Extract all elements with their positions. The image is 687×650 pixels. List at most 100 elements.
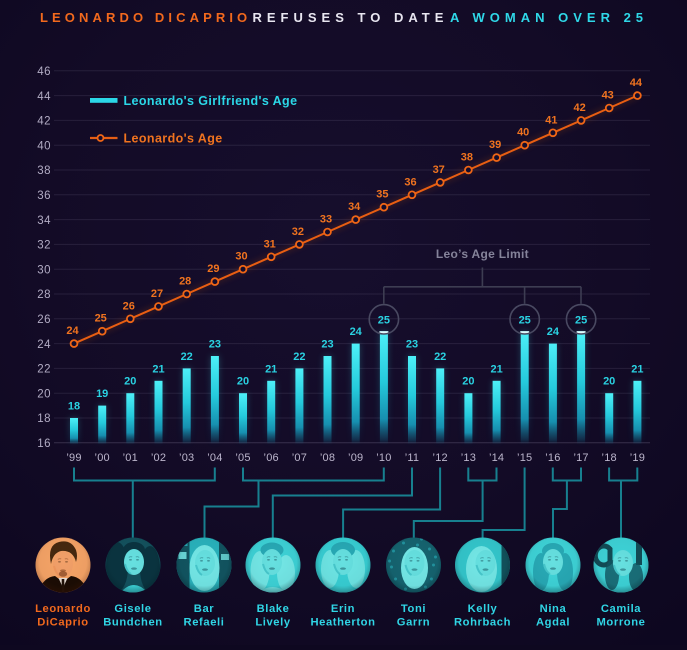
svg-text:18: 18 xyxy=(68,401,80,413)
svg-text:’03: ’03 xyxy=(179,452,194,464)
svg-text:42: 42 xyxy=(37,116,51,128)
svg-text:Kelly: Kelly xyxy=(468,603,498,615)
svg-text:16: 16 xyxy=(37,438,51,450)
svg-text:40: 40 xyxy=(517,127,529,139)
svg-text:38: 38 xyxy=(461,152,473,164)
svg-text:’09: ’09 xyxy=(348,452,363,464)
svg-text:38: 38 xyxy=(37,165,51,177)
svg-text:19: 19 xyxy=(96,388,108,400)
svg-text:Camila: Camila xyxy=(601,603,641,615)
svg-text:28: 28 xyxy=(37,289,51,301)
svg-text:Agdal: Agdal xyxy=(536,617,570,629)
svg-text:25: 25 xyxy=(575,314,587,326)
svg-text:Refaeli: Refaeli xyxy=(184,617,225,629)
svg-text:28: 28 xyxy=(179,276,191,288)
svg-text:32: 32 xyxy=(37,240,51,252)
svg-text:36: 36 xyxy=(404,176,416,188)
svg-text:Lively: Lively xyxy=(255,617,290,629)
svg-text:30: 30 xyxy=(37,264,51,276)
svg-text:35: 35 xyxy=(376,189,388,201)
svg-text:44: 44 xyxy=(37,91,51,103)
svg-text:’99: ’99 xyxy=(66,452,81,464)
svg-text:26: 26 xyxy=(123,300,135,312)
svg-text:23: 23 xyxy=(406,339,418,351)
svg-text:32: 32 xyxy=(292,226,304,238)
svg-text:’10: ’10 xyxy=(376,452,391,464)
svg-text:A WOMAN OVER 25: A WOMAN OVER 25 xyxy=(450,10,648,25)
svg-text:Toni: Toni xyxy=(401,603,426,615)
svg-text:24: 24 xyxy=(350,326,363,338)
svg-text:20: 20 xyxy=(124,376,136,388)
svg-text:42: 42 xyxy=(573,102,585,114)
svg-text:20: 20 xyxy=(37,388,51,400)
svg-text:Nina: Nina xyxy=(540,603,567,615)
svg-text:’14: ’14 xyxy=(489,452,504,464)
svg-text:39: 39 xyxy=(489,139,501,151)
svg-text:’13: ’13 xyxy=(461,452,476,464)
svg-text:25: 25 xyxy=(519,314,531,326)
svg-text:Gisele: Gisele xyxy=(114,603,151,615)
svg-text:Heatherton: Heatherton xyxy=(310,617,375,629)
svg-text:44: 44 xyxy=(630,77,643,89)
svg-text:25: 25 xyxy=(95,313,107,325)
svg-text:’19: ’19 xyxy=(630,452,645,464)
svg-text:20: 20 xyxy=(603,376,615,388)
svg-text:’01: ’01 xyxy=(123,452,138,464)
svg-text:’17: ’17 xyxy=(573,452,588,464)
svg-text:’16: ’16 xyxy=(545,452,560,464)
svg-text:DiCaprio: DiCaprio xyxy=(37,617,88,629)
svg-text:21: 21 xyxy=(152,363,164,375)
svg-text:’07: ’07 xyxy=(292,452,307,464)
svg-text:37: 37 xyxy=(433,164,445,176)
svg-text:’12: ’12 xyxy=(433,452,448,464)
svg-text:’00: ’00 xyxy=(95,452,110,464)
svg-text:’02: ’02 xyxy=(151,452,166,464)
svg-text:Leonardo's Age: Leonardo's Age xyxy=(124,132,223,146)
svg-text:Morrone: Morrone xyxy=(597,617,646,629)
svg-text:’15: ’15 xyxy=(517,452,532,464)
svg-text:Leonardo's Girlfriend's Age: Leonardo's Girlfriend's Age xyxy=(124,94,298,108)
svg-text:36: 36 xyxy=(37,190,51,202)
svg-text:20: 20 xyxy=(462,376,474,388)
svg-text:20: 20 xyxy=(237,376,249,388)
svg-text:33: 33 xyxy=(320,214,332,226)
svg-text:Rohrbach: Rohrbach xyxy=(454,617,511,629)
svg-text:Leo’s Age Limit: Leo’s Age Limit xyxy=(436,247,529,261)
svg-text:29: 29 xyxy=(207,263,219,275)
svg-text:21: 21 xyxy=(265,363,277,375)
svg-text:LEONARDO DICAPRIO: LEONARDO DICAPRIO xyxy=(40,10,251,25)
svg-text:40: 40 xyxy=(37,140,51,152)
svg-text:24: 24 xyxy=(66,325,79,337)
svg-text:’18: ’18 xyxy=(602,452,617,464)
svg-text:’04: ’04 xyxy=(207,452,222,464)
svg-text:Garrn: Garrn xyxy=(397,617,430,629)
svg-text:26: 26 xyxy=(37,314,51,326)
svg-text:’06: ’06 xyxy=(264,452,279,464)
svg-text:46: 46 xyxy=(37,66,51,78)
svg-text:41: 41 xyxy=(545,114,557,126)
svg-text:22: 22 xyxy=(293,351,305,363)
svg-text:25: 25 xyxy=(378,314,390,326)
svg-text:Bundchen: Bundchen xyxy=(103,617,163,629)
svg-text:Erin: Erin xyxy=(331,603,355,615)
svg-text:24: 24 xyxy=(547,326,560,338)
svg-text:Blake: Blake xyxy=(257,603,290,615)
svg-text:REFUSES TO DATE: REFUSES TO DATE xyxy=(253,10,449,25)
svg-text:34: 34 xyxy=(348,201,361,213)
svg-text:’11: ’11 xyxy=(405,452,419,464)
svg-text:24: 24 xyxy=(37,339,51,351)
svg-text:31: 31 xyxy=(264,238,276,250)
svg-text:22: 22 xyxy=(181,351,193,363)
svg-text:21: 21 xyxy=(631,363,643,375)
svg-text:22: 22 xyxy=(37,364,51,376)
svg-text:21: 21 xyxy=(490,363,502,375)
svg-text:30: 30 xyxy=(235,251,247,263)
svg-text:43: 43 xyxy=(602,90,614,102)
svg-text:Leonardo: Leonardo xyxy=(35,603,91,615)
svg-text:18: 18 xyxy=(37,413,51,425)
svg-text:’08: ’08 xyxy=(320,452,335,464)
svg-text:23: 23 xyxy=(321,339,333,351)
svg-text:23: 23 xyxy=(209,339,221,351)
svg-text:34: 34 xyxy=(37,215,51,227)
svg-text:’05: ’05 xyxy=(235,452,250,464)
